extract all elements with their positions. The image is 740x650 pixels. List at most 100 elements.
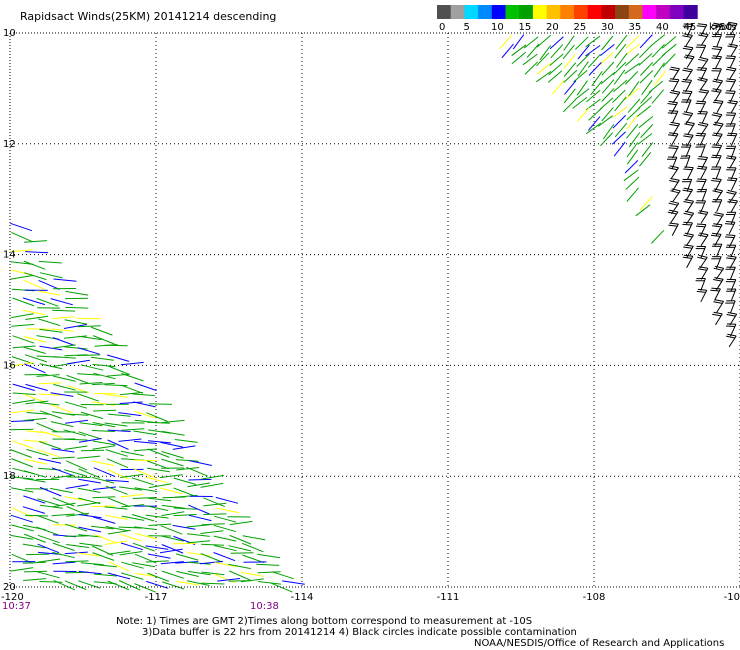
wind-barb-feather bbox=[726, 23, 736, 27]
wind-barb-feather bbox=[668, 209, 679, 213]
wind-barb bbox=[120, 542, 144, 551]
wind-barb bbox=[24, 439, 48, 443]
wind-barb bbox=[203, 513, 227, 515]
wind-barb-feather bbox=[685, 54, 695, 58]
wind-barb-feather bbox=[725, 57, 735, 60]
wind-barb-feather bbox=[682, 223, 692, 226]
wind-barb bbox=[282, 580, 305, 585]
wind-barb-feather bbox=[668, 110, 678, 112]
wind-barb-feather bbox=[727, 312, 737, 315]
wind-barb bbox=[105, 449, 128, 457]
wind-barb bbox=[93, 467, 116, 478]
wind-barb bbox=[11, 440, 34, 449]
wind-barb-feather bbox=[714, 299, 724, 302]
wind-barb bbox=[39, 345, 63, 351]
wind-barb-feather bbox=[697, 165, 707, 168]
wind-barb bbox=[67, 476, 91, 478]
wind-barb-feather bbox=[669, 200, 679, 204]
wind-barb bbox=[587, 53, 601, 68]
wind-barb bbox=[120, 473, 144, 478]
wind-barb bbox=[242, 535, 266, 541]
wind-barb-feather bbox=[726, 78, 736, 81]
wind-barb bbox=[700, 144, 706, 158]
wind-barb bbox=[671, 157, 678, 170]
wind-barb bbox=[161, 458, 184, 467]
wind-barb-feather bbox=[713, 311, 723, 315]
wind-barb-feather bbox=[726, 191, 736, 195]
wind-barb bbox=[12, 335, 35, 344]
wind-barb bbox=[536, 62, 552, 75]
wind-barb bbox=[108, 365, 130, 376]
wind-barb bbox=[576, 53, 590, 67]
wind-barb bbox=[23, 260, 46, 270]
wind-barb-feather bbox=[711, 90, 721, 93]
wind-barb bbox=[65, 419, 89, 424]
wind-barb bbox=[685, 35, 693, 47]
wind-barb bbox=[161, 511, 185, 517]
wind-barb bbox=[650, 34, 666, 47]
wind-barb bbox=[51, 467, 74, 477]
wind-barb bbox=[512, 34, 525, 50]
wind-barb bbox=[119, 533, 143, 542]
wind-barb bbox=[107, 529, 131, 535]
wind-barb-feather bbox=[698, 77, 708, 81]
wind-barb bbox=[563, 88, 576, 104]
wind-barb-feather bbox=[710, 289, 720, 292]
wind-barb-feather bbox=[712, 88, 722, 91]
wind-barb bbox=[200, 530, 224, 534]
wind-barb bbox=[78, 431, 101, 440]
wind-barb bbox=[107, 469, 129, 480]
wind-barb-feather bbox=[726, 221, 736, 223]
wind-barb bbox=[624, 160, 639, 174]
wind-barb bbox=[628, 132, 641, 148]
wind-barb bbox=[53, 579, 75, 591]
wind-barb bbox=[78, 580, 101, 589]
wind-barb bbox=[613, 141, 626, 157]
wind-barb bbox=[176, 570, 199, 577]
wind-barb bbox=[602, 124, 615, 140]
wind-barb bbox=[118, 438, 142, 442]
wind-barb bbox=[601, 61, 615, 76]
wind-barb bbox=[730, 267, 736, 280]
wind-barb-feather bbox=[695, 225, 705, 228]
wind-barb bbox=[25, 553, 50, 556]
wind-barb bbox=[37, 558, 61, 563]
wind-barb bbox=[146, 580, 169, 589]
legend-swatch bbox=[615, 5, 630, 19]
wind-barb bbox=[626, 149, 639, 165]
wind-barb bbox=[52, 309, 76, 312]
wind-barb-feather bbox=[727, 45, 737, 48]
wind-barb bbox=[523, 36, 539, 49]
wind-barb bbox=[730, 324, 737, 337]
wind-barb bbox=[511, 44, 527, 57]
wind-barb-feather bbox=[697, 288, 707, 291]
wind-barb bbox=[38, 393, 62, 396]
wind-barb bbox=[121, 373, 144, 382]
wind-barb bbox=[52, 497, 75, 507]
wind-barb-feather bbox=[714, 277, 724, 280]
wind-barb bbox=[601, 106, 614, 122]
wind-barb bbox=[77, 354, 101, 356]
wind-barb bbox=[716, 244, 723, 257]
wind-barb bbox=[121, 428, 145, 431]
wind-barb bbox=[729, 156, 737, 169]
wind-barb-feather bbox=[728, 100, 738, 103]
wind-barb bbox=[23, 495, 46, 504]
wind-barb bbox=[728, 68, 737, 81]
wind-barb-feather bbox=[713, 188, 723, 192]
wind-barb bbox=[729, 313, 738, 326]
y-tick-label: 16 bbox=[3, 360, 16, 371]
wind-barb bbox=[616, 52, 628, 68]
chart-title: Rapidsact Winds(25KM) 20141214 descendin… bbox=[20, 10, 276, 23]
wind-barb bbox=[51, 448, 75, 453]
wind-barb bbox=[38, 318, 61, 327]
wind-barb bbox=[613, 79, 628, 93]
wind-barb bbox=[119, 486, 143, 491]
wind-barb bbox=[547, 70, 563, 83]
legend-label: 45 bbox=[684, 22, 697, 33]
wind-barb bbox=[670, 167, 679, 179]
wind-barb bbox=[64, 346, 88, 350]
wind-barb bbox=[161, 430, 185, 436]
wind-barb bbox=[24, 363, 46, 374]
legend-label: 5 bbox=[464, 22, 470, 33]
